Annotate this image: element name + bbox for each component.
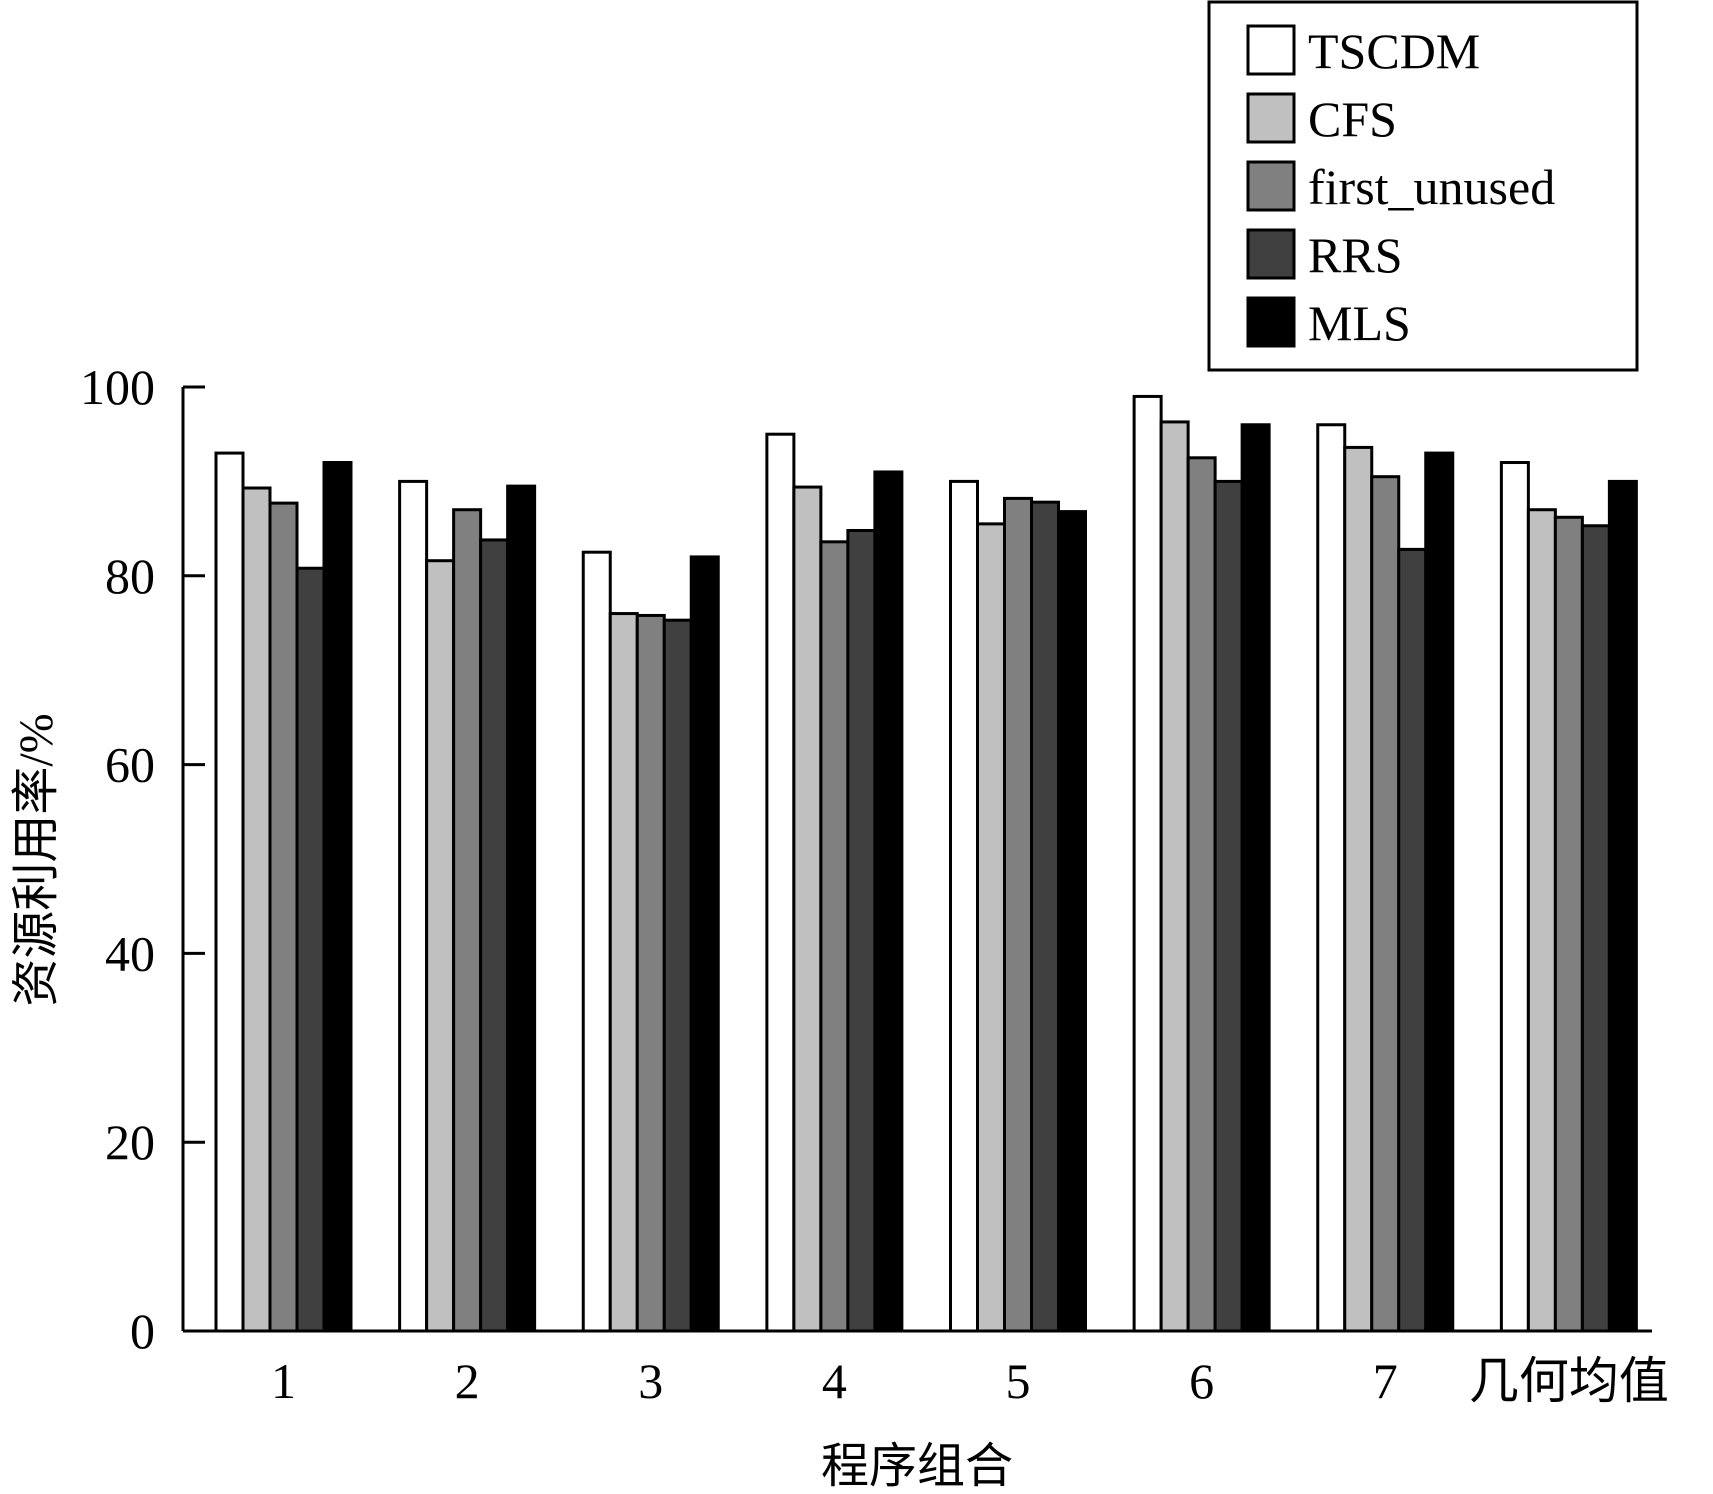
bar-tscdm-7 bbox=[1316, 423, 1347, 1333]
bar-mls-3 bbox=[689, 555, 720, 1333]
legend-label-tscdm: TSCDM bbox=[1308, 23, 1480, 79]
y-ticks-layer: 0 20 40 60 80 100 bbox=[80, 359, 205, 1359]
bar-first-unused-2 bbox=[452, 508, 483, 1333]
legend-swatch-mls bbox=[1246, 296, 1296, 348]
bar-cfs-2 bbox=[425, 559, 456, 1333]
y-tick-label: 20 bbox=[105, 1114, 155, 1170]
bar-cfs-8 bbox=[1526, 508, 1557, 1333]
x-ticks-layer: 1 2 3 4 5 6 7 几何均值 bbox=[271, 1353, 1669, 1409]
bar-first-unused-6 bbox=[1186, 456, 1217, 1333]
x-tick-label: 7 bbox=[1373, 1353, 1398, 1409]
x-tick-label: 2 bbox=[455, 1353, 480, 1409]
bar-first-unused-5 bbox=[1003, 496, 1033, 1333]
bar-tscdm-3 bbox=[581, 550, 612, 1333]
bar-rrs-6 bbox=[1213, 479, 1244, 1333]
legend-swatch-tscdm bbox=[1246, 24, 1296, 76]
x-tick-label: 3 bbox=[638, 1353, 663, 1409]
bar-mls-8 bbox=[1607, 479, 1638, 1333]
legend-label-mls: MLS bbox=[1308, 295, 1411, 351]
legend-label-first-unused: first_unused bbox=[1308, 159, 1555, 215]
bar-rrs-8 bbox=[1580, 524, 1611, 1333]
bar-mls-4 bbox=[873, 470, 904, 1333]
x-tick-label: 1 bbox=[271, 1353, 296, 1409]
bar-cfs-3 bbox=[608, 612, 639, 1333]
bar-rrs-1 bbox=[295, 566, 326, 1333]
x-tick-label: 几何均值 bbox=[1469, 1353, 1669, 1409]
bar-tscdm-5 bbox=[949, 479, 979, 1333]
bar-tscdm-4 bbox=[765, 432, 796, 1333]
bar-rrs-3 bbox=[662, 618, 693, 1333]
bar-first-unused-4 bbox=[819, 540, 850, 1333]
y-tick-label: 80 bbox=[105, 548, 155, 604]
x-tick-label: 6 bbox=[1189, 1353, 1214, 1409]
bar-rrs-5 bbox=[1030, 500, 1060, 1333]
bar-cfs-5 bbox=[976, 522, 1006, 1333]
bar-cfs-7 bbox=[1343, 445, 1374, 1333]
bar-mls-5 bbox=[1057, 510, 1087, 1333]
x-tick-label: 4 bbox=[822, 1353, 847, 1409]
bar-tscdm-6 bbox=[1132, 394, 1163, 1333]
legend-label-cfs: CFS bbox=[1308, 91, 1397, 147]
bar-first-unused-1 bbox=[268, 501, 299, 1333]
bar-tscdm-8 bbox=[1499, 461, 1530, 1333]
bar-mls-1 bbox=[322, 461, 353, 1333]
y-tick-label: 100 bbox=[80, 359, 155, 415]
bar-tscdm-2 bbox=[398, 479, 429, 1333]
x-tick-label: 5 bbox=[1006, 1353, 1031, 1409]
bar-mls-7 bbox=[1424, 451, 1455, 1333]
bar-rrs-2 bbox=[479, 538, 510, 1333]
legend-label-rrs: RRS bbox=[1308, 227, 1403, 283]
y-axis-title: 资源利用率/% bbox=[10, 713, 63, 1006]
bar-tscdm-1 bbox=[214, 451, 245, 1333]
bar-rrs-7 bbox=[1397, 547, 1428, 1333]
bar-rrs-4 bbox=[846, 528, 877, 1333]
legend-swatch-first-unused bbox=[1246, 160, 1296, 212]
bar-cfs-1 bbox=[241, 486, 272, 1333]
bars-layer bbox=[214, 394, 1638, 1333]
legend-swatch-rrs bbox=[1246, 228, 1296, 280]
y-tick-label: 60 bbox=[105, 737, 155, 793]
bar-first-unused-3 bbox=[635, 613, 666, 1333]
bar-cfs-4 bbox=[792, 485, 823, 1333]
y-tick-label: 0 bbox=[130, 1303, 155, 1359]
legend: TSCDM CFS first_unused RRS MLS bbox=[1207, 0, 1639, 372]
legend-swatch-cfs bbox=[1246, 92, 1296, 144]
bar-first-unused-8 bbox=[1553, 515, 1584, 1333]
x-axis-title: 程序组合 bbox=[821, 1440, 1013, 1493]
bar-first-unused-7 bbox=[1370, 475, 1401, 1333]
bar-mls-6 bbox=[1240, 423, 1271, 1333]
axes-layer bbox=[181, 387, 1652, 1333]
bar-mls-2 bbox=[506, 484, 537, 1333]
bar-cfs-6 bbox=[1159, 420, 1190, 1333]
y-tick-label: 40 bbox=[105, 925, 155, 981]
